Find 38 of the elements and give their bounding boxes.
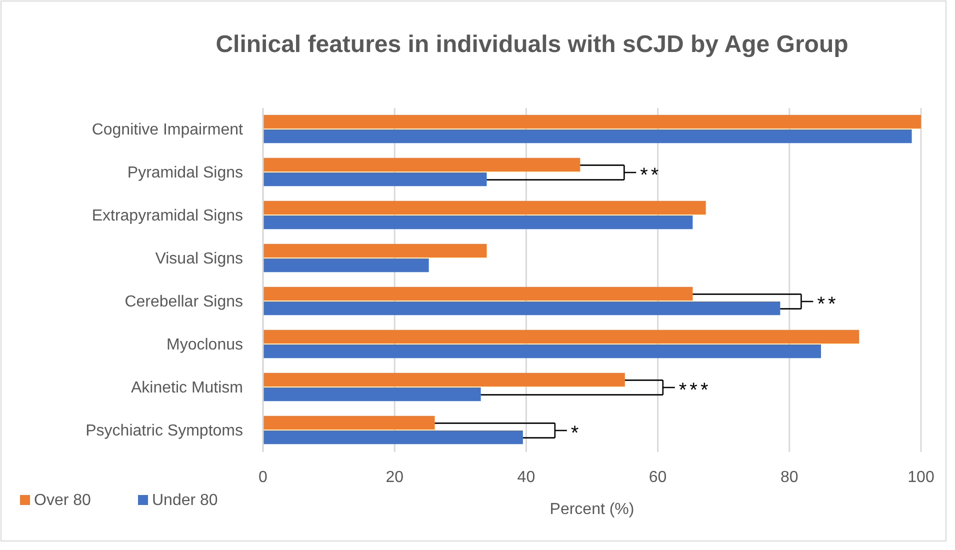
bar <box>263 216 693 230</box>
y-tick-label: Cognitive Impairment <box>92 122 244 138</box>
bar <box>263 258 429 272</box>
bar <box>263 416 435 430</box>
bar <box>263 286 693 300</box>
annotation: *** <box>678 380 712 402</box>
annotation: * <box>570 422 582 444</box>
bar <box>263 372 625 386</box>
x-tick-label: 40 <box>517 469 536 486</box>
x-tick-label: 100 <box>908 469 934 486</box>
legend-label: Over 80 <box>34 492 92 509</box>
bar <box>263 172 487 186</box>
bar <box>263 388 481 402</box>
bar <box>263 114 921 128</box>
y-tick-label: Akinetic Mutism <box>130 380 243 396</box>
chart-title: Clinical features in individuals with sCJD by Age Group <box>216 31 848 58</box>
bar <box>263 330 860 344</box>
bar <box>263 130 912 144</box>
y-tick-label: Pyramidal Signs <box>127 164 243 182</box>
bar <box>263 430 523 444</box>
y-tick-label: Psychiatric Symptoms <box>86 422 243 440</box>
x-tick-label: 80 <box>780 469 798 486</box>
annotation: ** <box>640 164 662 186</box>
bar <box>263 344 821 358</box>
bar <box>263 302 780 316</box>
y-tick-label: Cerebellar Signs <box>124 294 243 310</box>
bar <box>263 244 487 258</box>
bar <box>263 200 706 214</box>
y-tick-label: Extrapyramidal Signs <box>92 208 243 224</box>
x-axis-title: Percent (%) <box>550 501 634 518</box>
y-tick-label: Myoclonus <box>166 336 243 354</box>
legend-label: Under 80 <box>152 492 218 509</box>
annotation: ** <box>817 294 839 316</box>
x-tick-label: 20 <box>386 469 404 486</box>
x-tick-label: 0 <box>258 469 268 486</box>
bar <box>263 158 580 172</box>
y-tick-label: Visual Signs <box>155 250 243 268</box>
x-tick-label: 60 <box>648 469 667 486</box>
